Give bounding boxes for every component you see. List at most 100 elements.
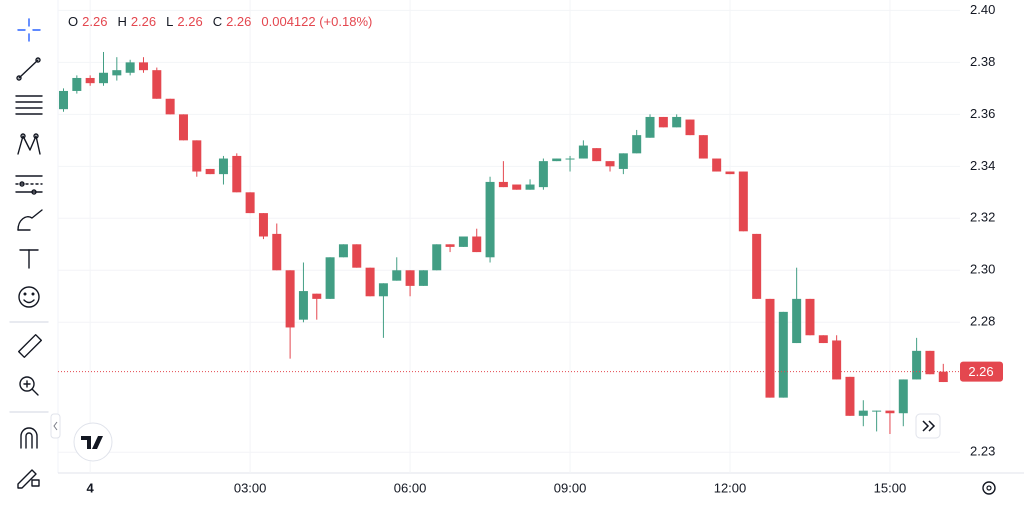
- candle-body: [445, 244, 455, 247]
- candle-body: [205, 168, 215, 175]
- candle-body: [458, 236, 468, 247]
- candle-body: [232, 155, 242, 193]
- candle-body: [285, 270, 295, 328]
- y-tick-label: 2.40: [970, 2, 995, 17]
- candle-body: [618, 153, 628, 169]
- grid: [58, 0, 960, 473]
- candle-body: [338, 244, 348, 258]
- x-tick-label: 06:00: [394, 480, 427, 495]
- toolbar: [9, 18, 49, 489]
- x-tick-label: 15:00: [874, 480, 907, 495]
- last-price-label: 2.26: [968, 364, 993, 379]
- ohlc-legend: O 2.26 H 2.26 L 2.26 C 2.26 0.004122 (+0.18%…: [68, 14, 378, 29]
- candle-body: [325, 257, 335, 299]
- ruler-tool[interactable]: [17, 333, 43, 359]
- candle-body: [725, 171, 735, 175]
- candle-body: [792, 298, 802, 344]
- candle-body: [485, 181, 495, 258]
- candle-body: [125, 62, 135, 73]
- lock-tool[interactable]: [17, 469, 40, 489]
- candle-body: [365, 267, 375, 297]
- candle-body: [525, 184, 535, 190]
- candle-body: [778, 311, 788, 398]
- candle-body: [738, 171, 748, 232]
- candle-body: [405, 270, 415, 286]
- candle-body: [472, 236, 482, 253]
- candle-body: [632, 135, 642, 154]
- candle-body: [59, 90, 68, 110]
- settings-button[interactable]: [982, 481, 996, 495]
- candle-body: [432, 244, 442, 271]
- candle-body: [552, 158, 562, 162]
- candle-body: [645, 116, 655, 138]
- candle-body: [885, 410, 895, 414]
- prediction-tool[interactable]: [15, 175, 43, 195]
- candle-body: [312, 293, 322, 299]
- y-tick-label: 2.36: [970, 106, 995, 121]
- candle-body: [512, 184, 522, 190]
- candle-body: [218, 158, 228, 175]
- y-tick-label: 2.30: [970, 262, 995, 277]
- candle-body: [898, 379, 908, 414]
- plot: [58, 51, 960, 435]
- y-tick-label: 2.23: [970, 444, 995, 459]
- candle-body: [685, 119, 695, 136]
- candle-body: [698, 135, 708, 159]
- logo: [81, 436, 103, 449]
- candle-body: [925, 350, 935, 375]
- crosshair-tool[interactable]: [17, 18, 41, 42]
- candle-body: [178, 114, 188, 141]
- legend-change: 0.004122 (+0.18%): [261, 14, 373, 29]
- candle-body: [752, 233, 762, 299]
- candle-body: [818, 335, 828, 344]
- x-tick-label: 4: [87, 480, 95, 495]
- candle-body: [498, 181, 508, 188]
- candle-body: [845, 376, 855, 416]
- fib-tool[interactable]: [15, 95, 43, 115]
- emoji-tool[interactable]: [18, 286, 40, 308]
- legend-key: H: [117, 14, 127, 29]
- candle-body: [298, 291, 308, 320]
- candle-body: [858, 410, 868, 416]
- candle-body: [832, 340, 842, 380]
- candle-body: [392, 270, 402, 281]
- collapse-toolbar[interactable]: [50, 413, 61, 439]
- y-tick-label: 2.34: [970, 158, 995, 173]
- candle-body: [805, 298, 815, 336]
- legend-key: C: [212, 14, 223, 29]
- candle-body: [165, 98, 175, 115]
- candle-body: [138, 62, 148, 71]
- zoom-tool[interactable]: [19, 376, 39, 396]
- last-price-tag: [960, 361, 1003, 382]
- collapse-arrow: [53, 421, 58, 431]
- brush-tool[interactable]: [17, 209, 43, 231]
- x-tick-label: 09:00: [554, 480, 587, 495]
- candle-body: [765, 298, 775, 398]
- legend-value: 2.26: [130, 14, 157, 29]
- candle-body: [352, 244, 362, 268]
- y-tick-label: 2.32: [970, 210, 995, 225]
- candle-body: [538, 161, 548, 188]
- candle-body: [418, 270, 428, 286]
- candle-body: [152, 70, 162, 99]
- candle-body: [605, 161, 615, 167]
- magnet-tool[interactable]: [20, 427, 38, 449]
- x-tick-label: 12:00: [714, 480, 747, 495]
- candle-body: [712, 158, 722, 172]
- pattern-tool[interactable]: [17, 133, 41, 155]
- candle-body: [592, 148, 602, 162]
- candle-body: [565, 158, 575, 160]
- candle-body: [112, 70, 122, 76]
- trend-line-tool[interactable]: [16, 57, 41, 81]
- candle-body: [245, 192, 255, 214]
- candle-body: [98, 72, 108, 84]
- legend-key: L: [166, 14, 174, 29]
- candle-body: [938, 371, 948, 383]
- text-tool[interactable]: [19, 249, 39, 269]
- candle-body: [672, 116, 682, 128]
- candle-body: [72, 77, 82, 91]
- candle-body: [658, 116, 668, 128]
- candle-body: [578, 145, 588, 159]
- candle-body: [85, 77, 95, 84]
